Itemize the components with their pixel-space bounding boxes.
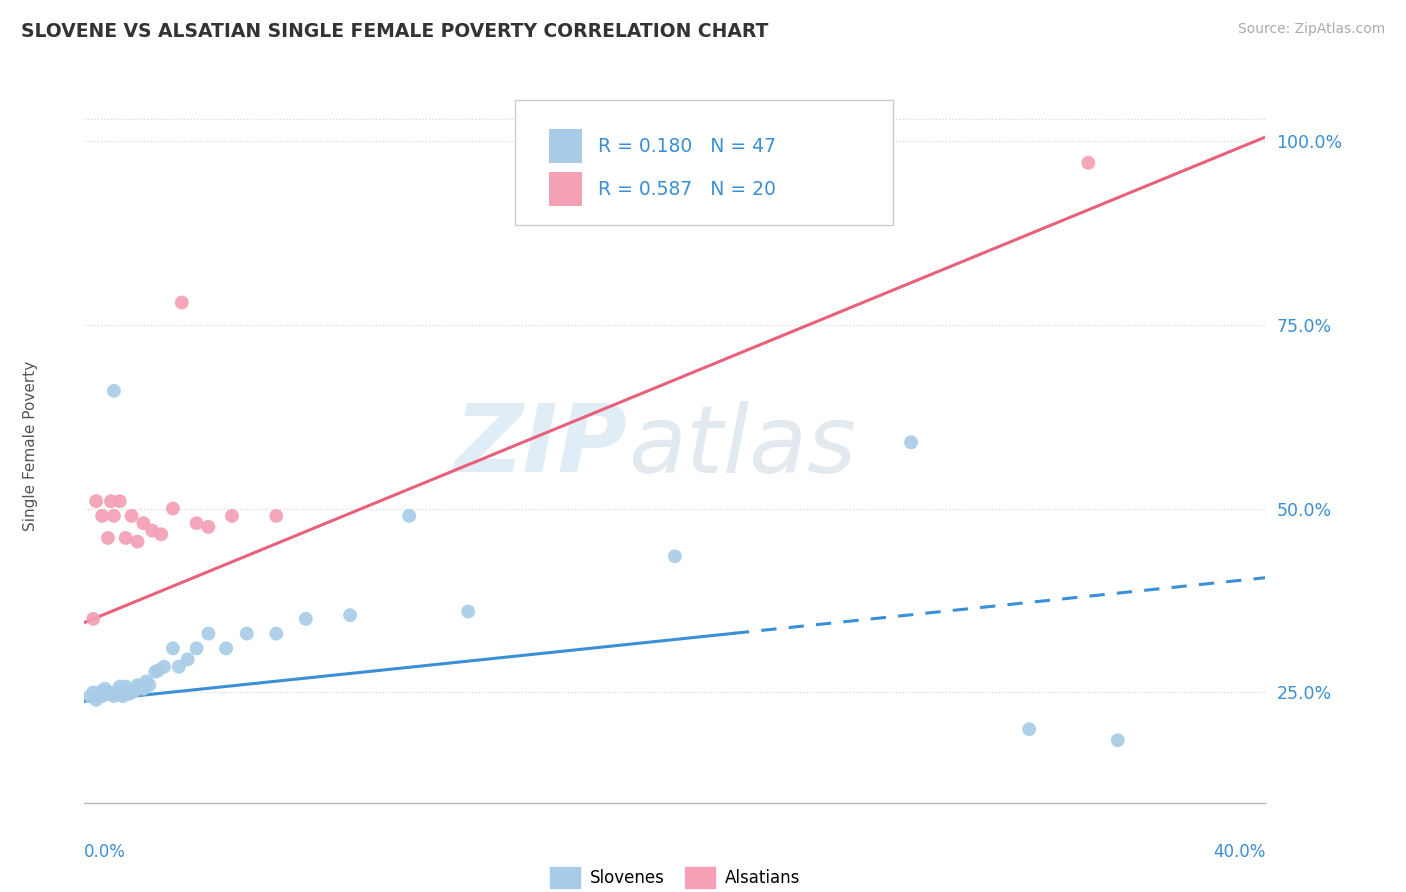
Point xyxy=(398,508,420,523)
Point xyxy=(177,652,200,666)
Point xyxy=(162,641,184,656)
Point xyxy=(103,508,125,523)
Point xyxy=(235,626,259,640)
Point xyxy=(1107,733,1129,747)
Point xyxy=(167,659,190,673)
Point xyxy=(170,295,193,310)
Point xyxy=(132,516,155,531)
Point xyxy=(197,520,219,534)
Text: 40.0%: 40.0% xyxy=(1213,843,1265,861)
Point xyxy=(132,681,155,696)
Text: 0.0%: 0.0% xyxy=(84,843,127,861)
Text: Source: ZipAtlas.com: Source: ZipAtlas.com xyxy=(1237,22,1385,37)
Point xyxy=(111,684,134,698)
Point xyxy=(186,516,208,531)
Point xyxy=(91,684,114,698)
Point xyxy=(121,508,143,523)
Text: R = 0.587   N = 20: R = 0.587 N = 20 xyxy=(598,179,776,199)
Point xyxy=(114,680,136,694)
Point xyxy=(97,531,120,545)
Point xyxy=(457,605,479,619)
Point xyxy=(124,684,146,698)
Point xyxy=(108,680,131,694)
Point xyxy=(1018,723,1040,737)
Point xyxy=(114,685,136,699)
Point xyxy=(100,494,122,508)
Point xyxy=(197,626,219,640)
Point xyxy=(900,435,922,450)
Point xyxy=(215,641,238,656)
Point xyxy=(664,549,686,564)
Text: Single Female Poverty: Single Female Poverty xyxy=(24,361,38,531)
Point xyxy=(339,608,361,623)
Point xyxy=(79,689,101,703)
Point xyxy=(91,689,114,703)
Point xyxy=(138,678,160,692)
Point xyxy=(148,664,170,678)
Point xyxy=(153,659,176,673)
Point xyxy=(114,531,136,545)
Point xyxy=(91,508,114,523)
Point xyxy=(221,508,243,523)
Point xyxy=(143,665,166,679)
Point xyxy=(186,641,208,656)
Point xyxy=(118,687,141,701)
Point xyxy=(84,494,107,508)
Point xyxy=(1077,155,1099,169)
Point xyxy=(150,527,173,541)
Point xyxy=(127,534,149,549)
Point xyxy=(264,626,288,640)
Point xyxy=(84,693,107,707)
Point xyxy=(105,684,128,698)
FancyBboxPatch shape xyxy=(548,129,582,163)
FancyBboxPatch shape xyxy=(548,172,582,206)
Point xyxy=(87,687,111,701)
Point xyxy=(103,384,125,398)
Point xyxy=(82,612,104,626)
Point xyxy=(127,678,149,692)
Text: SLOVENE VS ALSATIAN SINGLE FEMALE POVERTY CORRELATION CHART: SLOVENE VS ALSATIAN SINGLE FEMALE POVERT… xyxy=(21,22,769,41)
Point xyxy=(111,689,134,703)
Text: ZIP: ZIP xyxy=(454,400,627,492)
Point xyxy=(295,612,318,626)
Point xyxy=(129,680,152,694)
Text: R = 0.180   N = 47: R = 0.180 N = 47 xyxy=(598,136,776,156)
Point xyxy=(100,687,122,701)
Point xyxy=(108,494,131,508)
Point xyxy=(264,508,288,523)
FancyBboxPatch shape xyxy=(516,100,893,225)
Point xyxy=(82,685,104,699)
Point xyxy=(141,524,163,538)
Point xyxy=(103,689,125,703)
Point xyxy=(121,685,143,699)
Point xyxy=(97,685,120,699)
Point xyxy=(94,681,117,696)
Text: atlas: atlas xyxy=(627,401,856,491)
Point xyxy=(94,687,117,701)
Point xyxy=(135,674,157,689)
Point xyxy=(162,501,184,516)
Point xyxy=(108,687,131,701)
Point xyxy=(118,684,141,698)
Legend: Slovenes, Alsatians: Slovenes, Alsatians xyxy=(543,861,807,892)
